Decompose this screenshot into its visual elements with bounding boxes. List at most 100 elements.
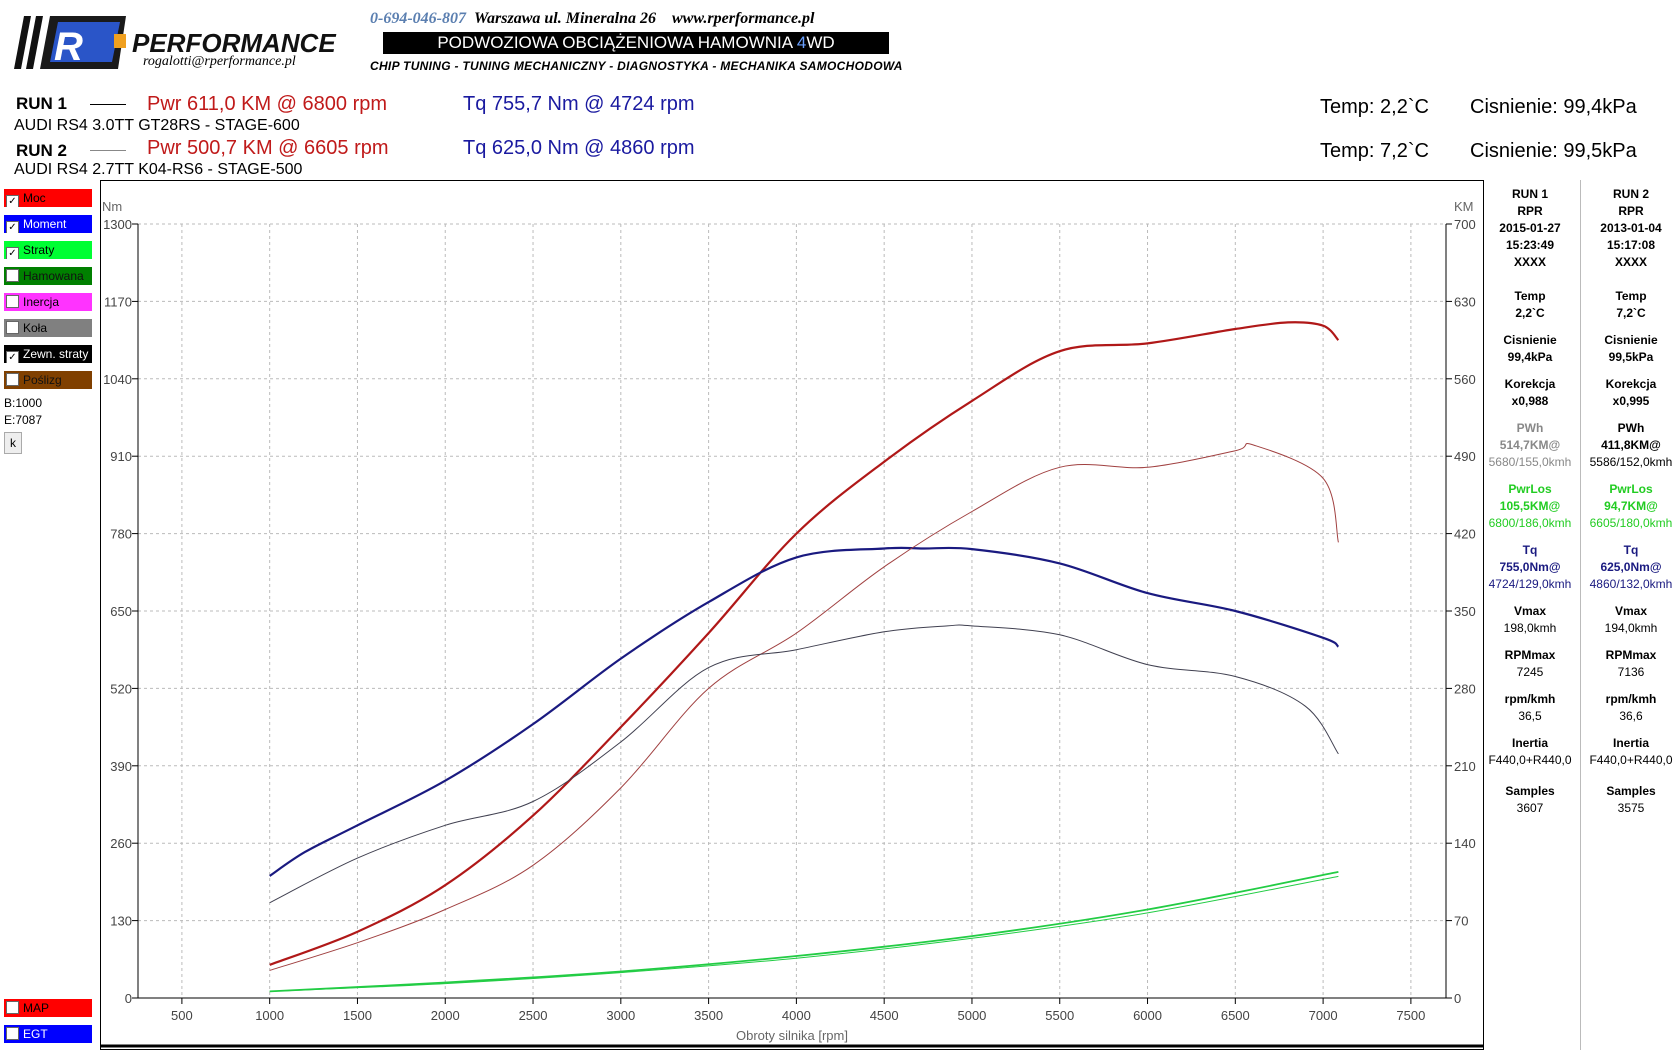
legend-checkbox[interactable] [6, 321, 19, 334]
panel-in-label: Inertia [1511, 736, 1548, 750]
panel-spacer [1481, 593, 1579, 603]
panel-spacer [1582, 681, 1680, 691]
x-tick-label: 6500 [1221, 1008, 1250, 1023]
panel-pwrlos-sub: 6605/180,0kmh [1589, 516, 1673, 530]
legend-item-zewn-straty[interactable]: ✓ Zewn. straty [4, 345, 92, 363]
k-button[interactable]: k [4, 432, 22, 454]
panel-rk: 36,6 [1619, 709, 1643, 723]
legend-checkbox[interactable]: ✓ [6, 351, 19, 363]
panel-tq: 625,0Nm@ [1600, 560, 1662, 574]
panel-press: 99,4kPa [1507, 350, 1553, 364]
panel-press-label: Cisnienie [1604, 333, 1658, 347]
run1-pressure: Cisnienie: 99,4kPa [1470, 96, 1637, 118]
legend-checkbox[interactable] [6, 269, 19, 282]
panel-temp: 2,2`C [1515, 306, 1545, 320]
panel-rpm-label: RPMmax [1605, 648, 1657, 662]
x-tick-label: 1000 [255, 1008, 284, 1023]
logo-text: PERFORMANCE [132, 28, 336, 58]
panel-sub: RPR [1618, 204, 1644, 218]
panel-in-label: Inertia [1612, 736, 1649, 750]
legend-checkbox[interactable]: ✓ [6, 195, 19, 207]
panel-tq-sub: 4860/132,0kmh [1589, 577, 1673, 591]
legend-label: Inercja [23, 295, 60, 309]
panel-press: 99,5kPa [1608, 350, 1654, 364]
panel-vmax: 194,0kmh [1604, 621, 1658, 635]
legend-label: Moment [23, 217, 67, 231]
x-tick-label: 1500 [343, 1008, 372, 1023]
legend-item-straty[interactable]: ✓ Straty [4, 241, 92, 259]
legend-label: Poślizg [23, 373, 62, 387]
x-tick-label: 2000 [431, 1008, 460, 1023]
panel-tq-sub: 4724/129,0kmh [1488, 577, 1572, 591]
series-run2-straty [269, 875, 1339, 992]
y-tick-label-left: 1170 [104, 294, 132, 309]
panel-column-run1: RUN 1 RPR 2015-01-27 15:23:49 XXXX Temp 2,2`C C… [1481, 186, 1579, 817]
legend-checkbox[interactable] [6, 373, 19, 386]
y-axis-left-label: Nm [102, 199, 122, 214]
panel-spacer [1481, 366, 1579, 376]
panel-in: F440,0+R440,0 [1488, 753, 1572, 767]
panel-spacer [1481, 532, 1579, 542]
legend-label: Zewn. straty [23, 347, 89, 361]
panel-spacer [1481, 271, 1579, 288]
y-tick-label-right: 630 [1454, 294, 1476, 309]
run1-temp: Temp: 2,2`C [1320, 96, 1429, 118]
legend-label: Hamowana [23, 269, 84, 283]
legend-label: Straty [23, 243, 55, 257]
panel-pwh: 411,8KM@ [1601, 438, 1661, 452]
run1-car: AUDI RS4 3.0TT GT28RS - STAGE-600 [14, 117, 300, 134]
panel-divider [1580, 180, 1581, 1050]
run1-line-sample [90, 104, 126, 105]
legend-item-koła[interactable]: Koła [4, 319, 92, 337]
x-tick-label: 500 [171, 1008, 193, 1023]
y-tick-label-right: 70 [1454, 914, 1468, 929]
banner-highlight: 4 [796, 33, 807, 52]
y-tick-label-left: 0 [125, 991, 132, 1006]
legend-bottom-map[interactable]: MAP [4, 999, 92, 1017]
y-tick-label-left: 650 [110, 604, 132, 619]
header-address: Warszawa ul. Mineralna 26 [473, 10, 656, 27]
panel-spacer [1582, 725, 1680, 735]
y-tick-label-right: 490 [1454, 449, 1476, 464]
series-run2-moment [269, 624, 1339, 904]
legend-checkbox[interactable]: ✓ [6, 221, 19, 233]
x-tick-label: 5000 [957, 1008, 986, 1023]
panel-spacer [1481, 637, 1579, 647]
panel-spacer [1582, 366, 1680, 376]
legend-checkbox[interactable] [6, 1027, 19, 1040]
legend-item-inercja[interactable]: Inercja [4, 293, 92, 311]
y-tick-label-right: 280 [1454, 681, 1476, 696]
x-tick-label: 4000 [782, 1008, 811, 1023]
panel-time: 15:23:49 [1505, 238, 1555, 252]
y-tick-label-right: 700 [1454, 217, 1476, 232]
panel-rk-label: rpm/kmh [1504, 692, 1556, 706]
panel-column-run2: RUN 2 RPR 2013-01-04 15:17:08 XXXX Temp 7,2`C C… [1582, 186, 1680, 817]
legend-checkbox[interactable] [6, 1001, 19, 1014]
header-email: rogalotti@rperformance.pl [143, 54, 296, 69]
panel-spacer [1582, 637, 1680, 647]
legend-item-moment[interactable]: ✓ Moment [4, 215, 92, 233]
series-run2-moc [269, 443, 1339, 971]
legend-label: EGT [23, 1027, 48, 1041]
panel-temp-label: Temp [1615, 289, 1647, 303]
panel-vmax-label: Vmax [1513, 604, 1547, 618]
legend-checkbox[interactable] [6, 295, 19, 308]
legend-bottom-egt[interactable]: EGT [4, 1025, 92, 1043]
run2-pressure: Cisnienie: 99,5kPa [1470, 140, 1637, 162]
chart-frame [100, 180, 1484, 1050]
panel-temp-label: Temp [1514, 289, 1546, 303]
panel-s-label: Samples [1505, 784, 1555, 798]
logo-letter: R [54, 25, 83, 69]
rperformance-logo: R PERFORMANCE [14, 16, 336, 69]
x-tick-label: 3500 [694, 1008, 723, 1023]
panel-s: 3575 [1617, 801, 1645, 815]
y-tick-label-left: 1300 [103, 217, 132, 232]
legend-item-hamowana[interactable]: Hamowana [4, 267, 92, 285]
y-tick-label-right: 210 [1454, 759, 1476, 774]
panel-tq-label: Tq [1522, 543, 1538, 557]
legend-checkbox[interactable]: ✓ [6, 247, 19, 259]
panel-temp: 7,2`C [1616, 306, 1646, 320]
legend-item-poślizg[interactable]: Poślizg [4, 371, 92, 389]
header-website: www.rperformance.pl [671, 10, 815, 27]
legend-item-moc[interactable]: ✓ Moc [4, 189, 92, 207]
